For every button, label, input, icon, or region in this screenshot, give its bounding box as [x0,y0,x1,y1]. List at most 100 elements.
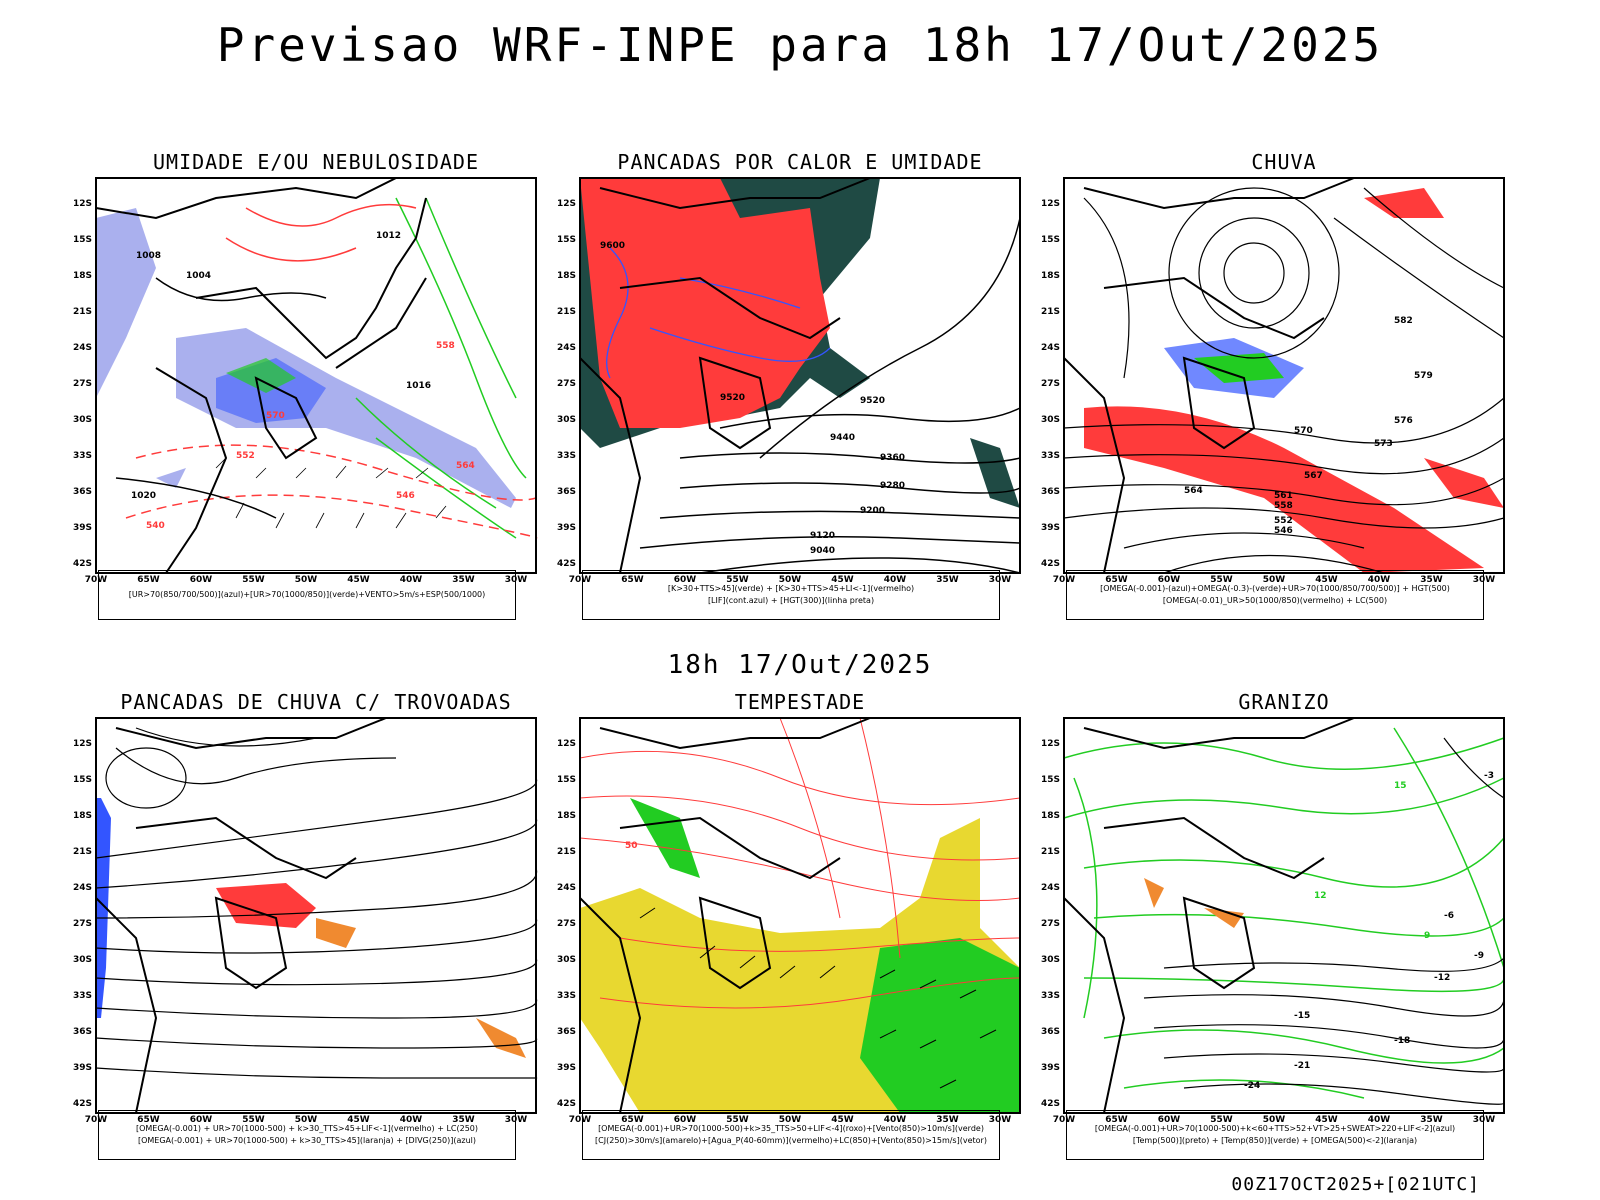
lat-tick-label: 24S [73,883,92,893]
lon-tick-label: 45W [347,1115,370,1125]
lon-tick-label: 35W [1420,1115,1443,1125]
lat-tick-label: 15S [73,775,92,785]
contour-label: 567 [1304,471,1323,481]
storm-area-orange [316,918,356,948]
panel-legend: [OMEGA(-0.001)+UR>70(1000-500)+k>35_TTS>… [582,1110,1000,1160]
model-run-label: 00Z17OCT2025+[021UTC] [1231,1174,1480,1195]
lat-tick-label: 21S [73,847,92,857]
contour-label: 579 [1414,371,1433,381]
lat-tick-label: 24S [1041,883,1060,893]
lon-tick-label: 35W [452,575,475,585]
lat-tick-label: 33S [73,451,92,461]
instability-area-green [970,438,1020,508]
lat-tick-label: 24S [557,883,576,893]
contour-label: 561 [1274,491,1293,501]
lon-tick-label: 30W [1473,1115,1496,1125]
lon-tick-label: 55W [1210,1115,1233,1125]
lat-tick-label: 18S [1041,811,1060,821]
contour-label: 582 [1394,316,1413,326]
lat-tick-label: 39S [557,523,576,533]
lon-tick-label: 70W [85,1115,108,1125]
humidity-area-blue [156,468,186,488]
panel-granizo: GRANIZO -3 [1041,690,1505,1160]
lat-tick-label: 18S [73,811,92,821]
map-pancadas-trovoadas: 12S 15S 18S 21S 24S 27S 30S 33S 36S 39S 42S 70W 65W 6… [73,717,538,1125]
lon-tick-label: 40W [400,1115,423,1125]
contour-label: 1012 [376,231,401,241]
lat-tick-label: 15S [1041,775,1060,785]
lat-tick-label: 18S [557,271,576,281]
contour-label: 558 [436,341,455,351]
lon-tick-label: 50W [779,1115,802,1125]
contour-label: 9600 [600,241,625,251]
lat-tick-label: 33S [557,451,576,461]
contour-label: 1008 [136,251,161,261]
rain-area-red [1084,406,1484,573]
contour-label: 1020 [131,491,156,501]
lat-tick-label: 30S [557,955,576,965]
lon-tick-label: 60W [1158,575,1181,585]
lat-tick-label: 21S [1041,847,1060,857]
lat-tick-label: 21S [557,307,576,317]
contour-label: 9040 [810,546,835,556]
map-pancadas-calor: 9600 9520 9520 9440 9360 9280 9200 9120 … [557,177,1021,585]
lon-tick-label: 35W [936,1115,959,1125]
lon-tick-label: 40W [1368,575,1391,585]
forecast-time-label: 18h 17/Out/2025 [667,650,933,680]
panel-legend: [OMEGA(-0.001)+UR>70(1000-500)+k<60+TTS>… [1066,1110,1484,1160]
lat-tick-label: 42S [73,559,92,569]
instability-area-red [580,178,830,428]
lat-tick-label: 36S [557,487,576,497]
contour-label: 9520 [860,396,885,406]
humidity-area-green [226,358,296,393]
wind-area-green [630,798,700,878]
contour-label: 12 [1314,891,1327,901]
storm-area-orange [476,1018,526,1058]
rain-area-red [1424,458,1504,508]
contour-label: 546 [396,491,415,501]
map-umidade: 1008 1012 1016 1004 1020 570 564 558 552… [73,177,538,585]
panel-legend: [OMEGA(-0.001)-(azul)+OMEGA(-0.3)-(verde… [1066,570,1484,620]
lon-tick-label: 40W [400,575,423,585]
lon-tick-label: 30W [989,575,1012,585]
lon-tick-label: 50W [295,1115,318,1125]
lon-tick-label: 35W [936,575,959,585]
lat-tick-label: 12S [557,199,576,209]
contour-label: 1016 [406,381,431,391]
lon-tick-label: 65W [621,575,644,585]
panel-pancadas-trovoadas: PANCADAS DE CHUVA C/ TROVOADAS 12S 15S 18S… [73,690,538,1160]
contour-label: 9200 [860,506,885,516]
panel-umidade: UMIDADE E/OU NEBULOSIDADE [73,150,538,620]
contour-label: 552 [1274,516,1293,526]
lon-tick-label: 65W [621,1115,644,1125]
lat-tick-label: 30S [1041,955,1060,965]
lon-tick-label: 70W [1053,1115,1076,1125]
lat-tick-label: 15S [557,775,576,785]
contour-label: 564 [456,461,475,471]
contour-label: 558 [1274,501,1293,511]
contour-label: -24 [1244,1081,1260,1091]
lon-tick-label: 30W [1473,575,1496,585]
lon-tick-label: 65W [1105,575,1128,585]
contour-label: 15 [1394,781,1407,791]
panel-title: UMIDADE E/OU NEBULOSIDADE [152,150,480,174]
panel-legend: [UR>70(850/700/500)](azul)+[UR>70(1000/8… [98,570,516,620]
lat-tick-label: 15S [1041,235,1060,245]
lon-tick-label: 70W [85,575,108,585]
lat-tick-label: 27S [1041,379,1060,389]
contour-label: 570 [266,411,285,421]
lon-tick-label: 30W [505,575,528,585]
panel-legend: [OMEGA(-0.001) + UR>70(1000-500) + k>30_… [98,1110,516,1160]
lat-tick-label: 33S [557,991,576,1001]
contour-label: 564 [1184,486,1203,496]
contour-label: -15 [1294,1011,1310,1021]
panel-title: TEMPESTADE [734,690,866,714]
lat-tick-label: 12S [73,199,92,209]
lat-tick-label: 24S [1041,343,1060,353]
lat-tick-label: 12S [73,739,92,749]
omega-area-orange [1144,878,1164,908]
contour-label: 9360 [880,453,905,463]
lat-tick-label: 36S [1041,1027,1060,1037]
lat-tick-label: 12S [557,739,576,749]
lon-tick-label: 70W [569,1115,592,1125]
